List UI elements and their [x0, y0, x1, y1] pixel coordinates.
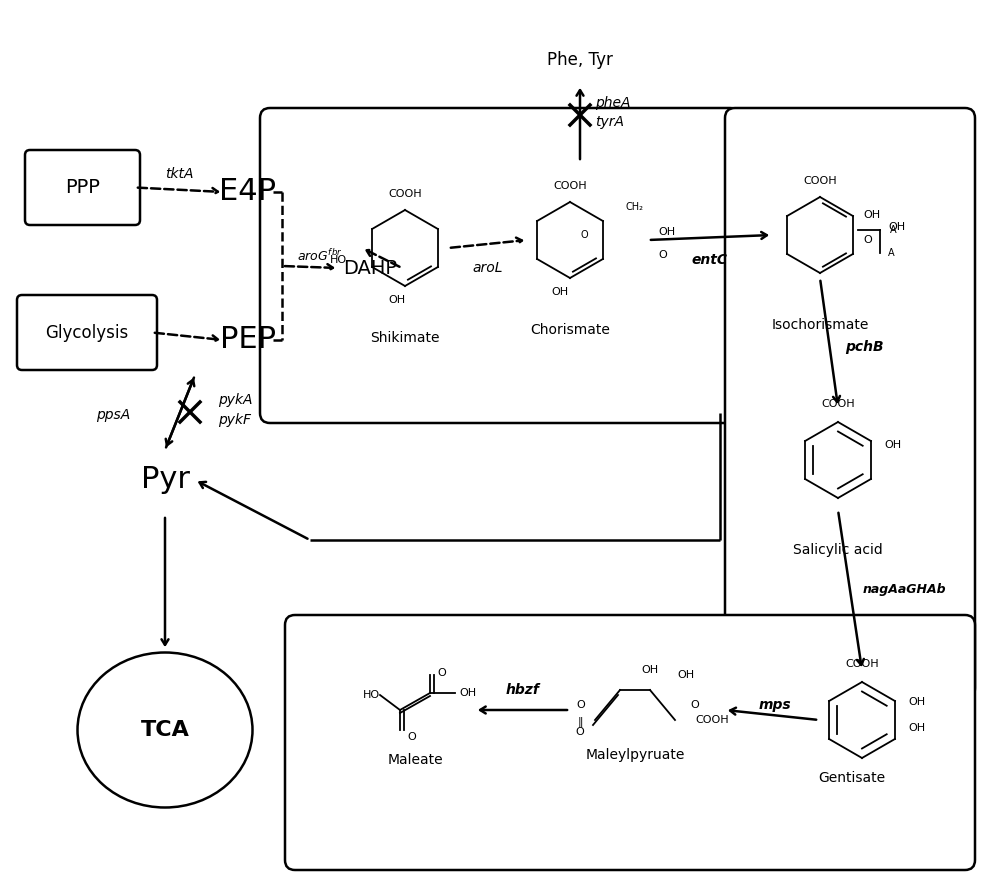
Text: HO: HO	[330, 255, 347, 265]
Text: Chorismate: Chorismate	[530, 323, 610, 337]
FancyBboxPatch shape	[725, 108, 975, 698]
Text: OH: OH	[641, 665, 659, 675]
Ellipse shape	[78, 652, 252, 807]
Text: Pyr: Pyr	[140, 465, 190, 495]
Text: pheA: pheA	[595, 96, 631, 110]
Text: OH: OH	[658, 227, 675, 237]
Text: OH: OH	[888, 222, 905, 232]
Text: O: O	[437, 668, 446, 678]
Text: O: O	[580, 230, 588, 240]
Text: OH: OH	[551, 287, 569, 297]
Text: tktA: tktA	[165, 167, 193, 181]
Text: O: O	[690, 700, 699, 710]
Text: hbzf: hbzf	[506, 683, 539, 697]
Text: mps: mps	[758, 698, 791, 712]
Text: ‖: ‖	[577, 716, 583, 727]
Text: Salicylic acid: Salicylic acid	[793, 543, 883, 557]
Text: OH: OH	[884, 440, 901, 450]
Text: CH₂: CH₂	[626, 202, 644, 212]
Text: COOH: COOH	[845, 659, 879, 669]
Text: HO: HO	[363, 690, 380, 700]
Text: Maleylpyruate: Maleylpyruate	[585, 748, 685, 762]
Text: PPP: PPP	[65, 178, 100, 197]
Text: COOH: COOH	[821, 399, 855, 409]
Text: E4P: E4P	[220, 177, 276, 207]
FancyBboxPatch shape	[285, 615, 975, 870]
Text: COOH: COOH	[553, 181, 587, 191]
Text: PEP: PEP	[220, 325, 276, 355]
Text: Isochorismate: Isochorismate	[771, 318, 869, 332]
Text: O: O	[576, 727, 584, 737]
Text: pchB: pchB	[845, 340, 884, 355]
Text: pykF: pykF	[218, 413, 251, 427]
Text: A: A	[890, 225, 897, 235]
Text: pykA: pykA	[218, 393, 252, 407]
Text: aroL: aroL	[472, 261, 503, 275]
Text: Glycolysis: Glycolysis	[45, 323, 129, 341]
Text: O: O	[863, 235, 872, 245]
FancyBboxPatch shape	[17, 295, 157, 370]
Text: OH: OH	[677, 670, 694, 680]
Text: Shikimate: Shikimate	[370, 331, 440, 345]
Text: ppsA: ppsA	[96, 408, 130, 422]
Text: OH: OH	[388, 295, 406, 305]
Text: tyrA: tyrA	[595, 115, 624, 129]
Text: Maleate: Maleate	[387, 753, 443, 767]
Text: O: O	[658, 250, 667, 260]
Text: O: O	[407, 732, 416, 742]
Text: COOH: COOH	[388, 189, 422, 199]
Text: OH: OH	[908, 723, 925, 733]
FancyBboxPatch shape	[25, 150, 140, 225]
Text: $aroG^{fbr}$: $aroG^{fbr}$	[297, 248, 343, 264]
Text: DAHP: DAHP	[343, 258, 397, 277]
FancyBboxPatch shape	[260, 108, 740, 423]
Text: OH: OH	[908, 697, 925, 707]
Text: Gentisate: Gentisate	[818, 771, 886, 785]
Text: O: O	[576, 700, 585, 710]
Text: COOH: COOH	[803, 176, 837, 186]
Text: A: A	[888, 248, 895, 258]
Text: OH: OH	[863, 210, 880, 220]
Text: Phe, Tyr: Phe, Tyr	[547, 51, 613, 69]
Text: entC: entC	[692, 253, 728, 267]
Text: nagAaGHAb: nagAaGHAb	[863, 584, 947, 596]
Text: COOH: COOH	[695, 715, 729, 725]
Text: OH: OH	[459, 688, 476, 698]
Text: TCA: TCA	[141, 720, 189, 740]
